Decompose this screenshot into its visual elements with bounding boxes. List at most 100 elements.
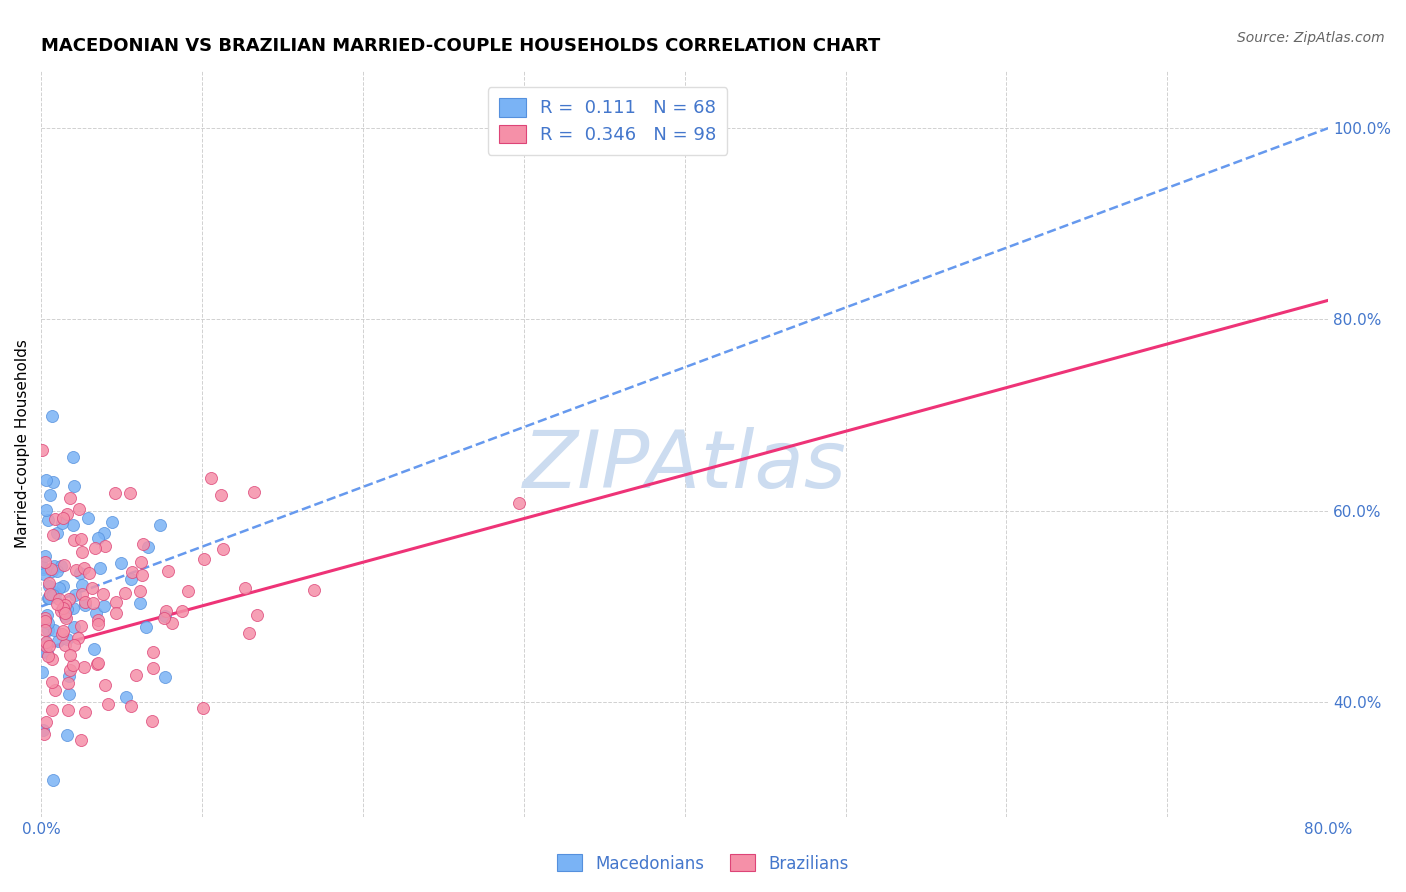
Point	[44, 585, 66, 599]
Point	[193, 701, 215, 715]
Point	[94, 539, 117, 553]
Point	[41, 409, 63, 423]
Point	[142, 645, 165, 659]
Point	[37, 623, 59, 637]
Point	[129, 555, 152, 569]
Point	[212, 541, 235, 556]
Point	[104, 595, 127, 609]
Point	[37, 513, 59, 527]
Point	[49, 559, 72, 574]
Point	[48, 591, 70, 606]
Point	[73, 561, 96, 575]
Point	[508, 496, 530, 510]
Point	[37, 615, 59, 630]
Point	[58, 675, 80, 690]
Point	[155, 604, 177, 618]
Point	[56, 602, 79, 616]
Point	[82, 581, 104, 595]
Point	[62, 619, 84, 633]
Point	[82, 597, 104, 611]
Point	[38, 587, 60, 601]
Point	[44, 587, 66, 601]
Point	[35, 639, 58, 653]
Point	[38, 639, 60, 653]
Point	[53, 608, 76, 623]
Point	[31, 614, 53, 628]
Point	[46, 597, 69, 611]
Point	[89, 561, 111, 575]
Point	[42, 588, 65, 602]
Point	[53, 599, 76, 613]
Point	[129, 596, 152, 610]
Point	[31, 723, 53, 738]
Point	[135, 620, 157, 634]
Point	[59, 648, 82, 662]
Point	[114, 586, 136, 600]
Point	[84, 607, 107, 621]
Point	[52, 601, 75, 615]
Point	[38, 579, 60, 593]
Point	[72, 545, 94, 559]
Point	[49, 604, 72, 618]
Point	[69, 566, 91, 581]
Point	[31, 560, 53, 574]
Point	[110, 556, 132, 570]
Point	[41, 564, 63, 578]
Point	[41, 651, 63, 665]
Point	[245, 607, 267, 622]
Point	[243, 485, 266, 500]
Point	[37, 648, 59, 663]
Point	[62, 450, 84, 464]
Y-axis label: Married-couple Households: Married-couple Households	[15, 340, 30, 549]
Point	[42, 475, 65, 489]
Point	[62, 518, 84, 533]
Point	[87, 531, 110, 545]
Point	[52, 511, 75, 525]
Point	[35, 714, 58, 729]
Point	[93, 599, 115, 613]
Point	[38, 591, 60, 605]
Point	[101, 515, 124, 529]
Point	[129, 584, 152, 599]
Point	[48, 581, 70, 595]
Point	[142, 661, 165, 675]
Point	[42, 528, 65, 542]
Point	[87, 613, 110, 627]
Point	[51, 516, 73, 530]
Point	[46, 634, 69, 648]
Point	[32, 726, 55, 740]
Point	[63, 479, 86, 493]
Point	[149, 518, 172, 533]
Point	[172, 604, 194, 618]
Point	[84, 541, 107, 555]
Point	[63, 533, 86, 548]
Point	[77, 566, 100, 580]
Point	[67, 502, 90, 516]
Point	[34, 567, 56, 582]
Point	[125, 668, 148, 682]
Point	[136, 541, 159, 555]
Point	[153, 608, 176, 623]
Point	[34, 555, 56, 569]
Point	[53, 606, 76, 620]
Point	[39, 562, 62, 576]
Point	[52, 624, 75, 638]
Point	[120, 699, 142, 714]
Point	[53, 638, 76, 652]
Point	[45, 564, 67, 578]
Point	[62, 658, 84, 673]
Point	[115, 690, 138, 704]
Point	[42, 773, 65, 788]
Point	[53, 558, 76, 573]
Point	[62, 601, 84, 615]
Point	[55, 728, 77, 742]
Point	[209, 488, 232, 502]
Point	[41, 674, 63, 689]
Point	[31, 665, 53, 679]
Point	[76, 511, 98, 525]
Point	[55, 507, 77, 521]
Point	[87, 656, 110, 670]
Point	[91, 587, 114, 601]
Point	[69, 532, 91, 546]
Legend: R =  0.111   N = 68, R =  0.346   N = 98: R = 0.111 N = 68, R = 0.346 N = 98	[488, 87, 727, 155]
